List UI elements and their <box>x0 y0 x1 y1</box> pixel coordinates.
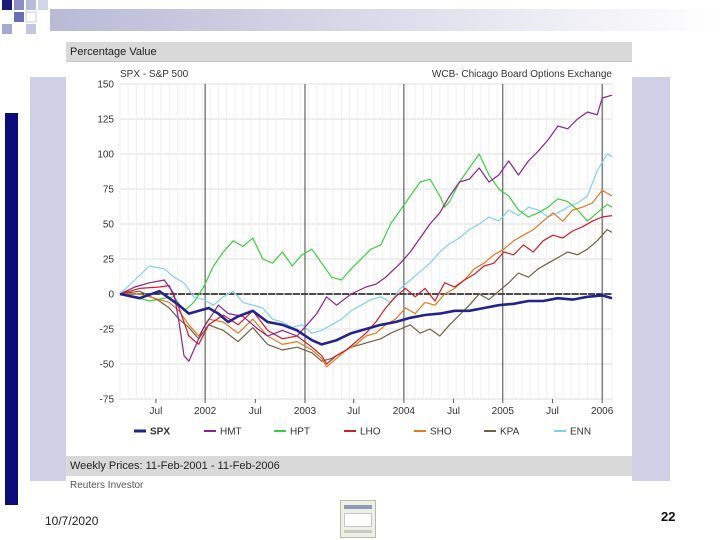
corner-square-4 <box>38 0 48 10</box>
legend-label-lho: LHO <box>360 427 381 438</box>
corner-square-7 <box>2 24 12 34</box>
x-tick-label: Jul <box>347 406 360 417</box>
series-line-lho <box>119 215 613 365</box>
x-tick-label: 2004 <box>393 406 416 417</box>
y-tick-label: -25 <box>100 325 115 336</box>
chart-footer: Weekly Prices: 11-Feb-2001 - 11-Feb-2006 <box>66 456 632 476</box>
x-tick-label: Jul <box>447 406 460 417</box>
y-tick-label: 0 <box>108 290 114 301</box>
x-tick-label: 2006 <box>591 406 614 417</box>
slide-date: 10/7/2020 <box>45 514 99 528</box>
slide-thumbnail-icon <box>340 500 376 538</box>
legend-label-enn: ENN <box>570 427 591 438</box>
legend-label-kpa: KPA <box>500 427 520 438</box>
legend-label-sho: SHO <box>430 427 452 438</box>
chart-title-left: SPX - S&P 500 <box>120 69 189 80</box>
x-tick-label: 2005 <box>492 406 515 417</box>
x-tick-label: Jul <box>249 406 262 417</box>
corner-square-5 <box>14 12 24 22</box>
chart-title-right: WCB- Chicago Board Options Exchange <box>432 69 613 80</box>
legend-label-hmt: HMT <box>220 427 242 438</box>
y-tick-label: -50 <box>100 360 115 371</box>
corner-square-8 <box>26 24 36 34</box>
left-accent-bar <box>5 113 18 505</box>
y-tick-label: -75 <box>100 395 115 406</box>
y-tick-label: 125 <box>97 115 114 126</box>
corner-square-3 <box>26 0 36 10</box>
slide-number: 22 <box>661 509 676 524</box>
x-tick-label: 2003 <box>294 406 317 417</box>
corner-square-6 <box>25 11 37 23</box>
x-tick-label: 2002 <box>194 406 217 417</box>
chart-header: Percentage Value <box>66 42 632 62</box>
source-note: Reuters Investor <box>70 480 144 491</box>
y-tick-label: 75 <box>103 185 115 196</box>
line-chart: SPX - S&P 500 WCB- Chicago Board Options … <box>97 69 614 438</box>
corner-square-1 <box>2 0 12 10</box>
corner-square-2 <box>14 0 24 10</box>
series-line-spx <box>119 289 613 346</box>
series-line-hmt <box>119 94 613 362</box>
title-gradient-bar <box>50 9 720 31</box>
chart-image: Percentage Value SPX - S&P 500 WCB- Chica… <box>66 42 632 497</box>
x-tick-label: Jul <box>150 406 163 417</box>
y-tick-label: 50 <box>103 220 115 231</box>
y-tick-label: 100 <box>97 150 114 161</box>
y-tick-label: 150 <box>97 80 114 91</box>
series-line-enn <box>119 153 613 334</box>
legend-label-hpt: HPT <box>290 427 310 438</box>
x-tick-label: Jul <box>546 406 559 417</box>
series-line-kpa <box>119 229 613 362</box>
legend-label-spx: SPX <box>150 427 170 438</box>
corner-decoration <box>2 0 48 34</box>
y-tick-label: 25 <box>103 255 115 266</box>
series-line-hpt <box>119 153 613 312</box>
